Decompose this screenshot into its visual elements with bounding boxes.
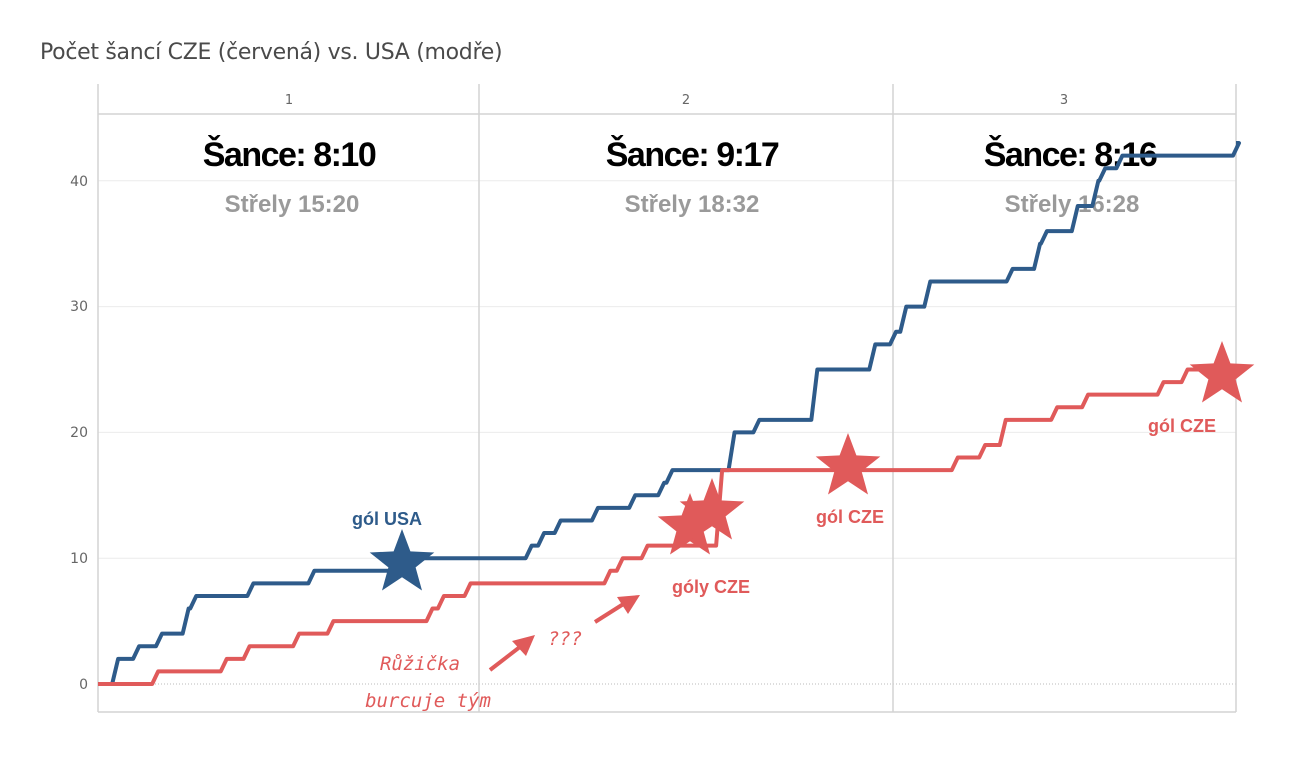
chart-title: Počet šancí CZE (červená) vs. USA (modře… xyxy=(40,40,503,65)
series-line-cze xyxy=(98,367,1241,686)
y-tick-label: 30 xyxy=(70,299,88,315)
period-3-strely: Střely 16:28 xyxy=(1005,191,1140,218)
star-icon xyxy=(1189,341,1255,403)
period-2-sance: Šance: 9:17 xyxy=(606,135,779,174)
star-icon xyxy=(679,478,745,540)
annotations: gól USA góly CZE gól CZE gól CZE ??? Růž… xyxy=(352,416,1216,712)
arrow-icon xyxy=(488,635,535,672)
arrow-icon xyxy=(593,595,640,624)
y-tick-label: 0 xyxy=(79,677,88,693)
period-label-1: 1 xyxy=(285,93,293,108)
annotation-ruzicka: Růžička xyxy=(380,653,460,675)
y-tick-label: 10 xyxy=(70,551,88,567)
period-1-strely: Střely 15:20 xyxy=(225,191,360,218)
period-label-2: 2 xyxy=(682,93,690,108)
series-lines xyxy=(98,141,1241,686)
star-icon xyxy=(657,493,723,555)
period-1-sance: Šance: 8:10 xyxy=(203,135,376,174)
annotation-gol-cze-3: gól CZE xyxy=(1148,416,1216,436)
grid xyxy=(97,84,1237,713)
goal-markers xyxy=(369,341,1255,591)
annotation-gol-cze-2: gól CZE xyxy=(816,507,884,527)
annotation-goly-cze: góly CZE xyxy=(672,577,750,597)
annotation-burcuje-tym: burcuje tým xyxy=(365,690,491,712)
annotation-gol-usa: gól USA xyxy=(352,509,422,529)
annotation-question-marks: ??? xyxy=(548,628,582,650)
y-tick-label: 40 xyxy=(70,174,88,190)
period-2-strely: Střely 18:32 xyxy=(625,191,760,218)
y-axis: 0 10 20 30 40 xyxy=(70,174,88,693)
period-label-3: 3 xyxy=(1060,93,1068,108)
series-line-usa xyxy=(98,141,1241,686)
star-icon xyxy=(369,529,435,591)
star-icon xyxy=(815,433,881,495)
period-headers: 1 2 3 Šance: 8:10 Šance: 9:17 Šance: 8:1… xyxy=(203,93,1159,218)
y-tick-label: 20 xyxy=(70,425,88,441)
